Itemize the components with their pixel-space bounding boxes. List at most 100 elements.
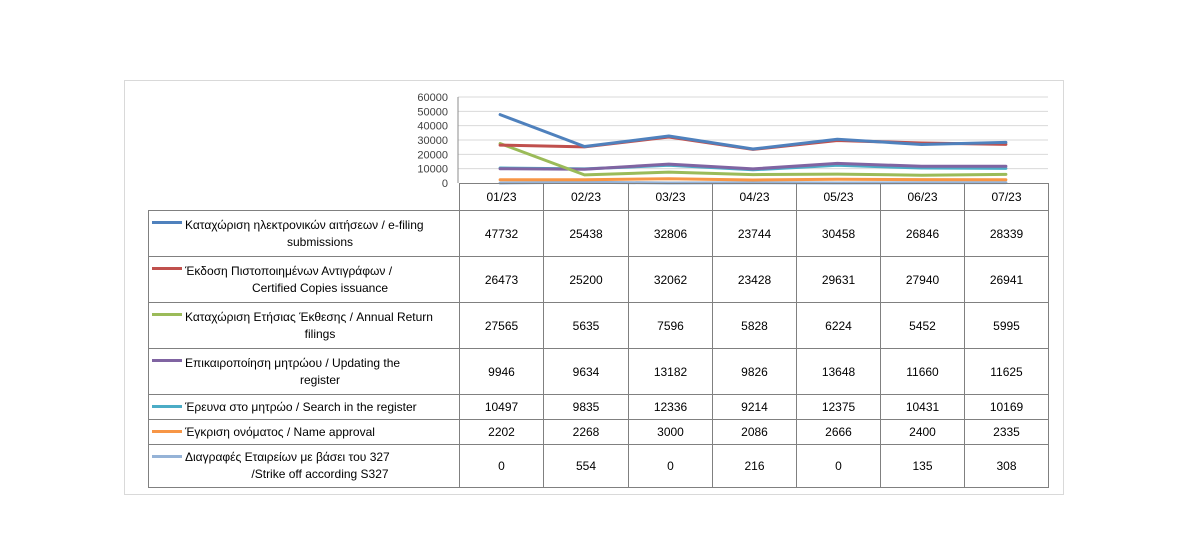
data-value-cell: 2666 bbox=[796, 419, 881, 445]
data-value-cell: 12336 bbox=[628, 394, 713, 420]
table-row: Έγκριση ονόματος / Name approval 2202 2268… bbox=[148, 419, 1049, 445]
series-name-line2: submissions bbox=[286, 234, 354, 249]
x-category-label: 05/23 bbox=[796, 183, 881, 211]
y-tick-label: 50000 bbox=[417, 106, 448, 118]
data-value-cell: 30458 bbox=[796, 210, 881, 257]
data-value-cell: 5995 bbox=[964, 302, 1049, 349]
y-tick-label: 40000 bbox=[417, 121, 448, 133]
x-category-label: 04/23 bbox=[712, 183, 797, 211]
data-value-cell: 7596 bbox=[628, 302, 713, 349]
legend-cell: Έρευνα στο μητρώο / Search in the regist… bbox=[148, 394, 460, 420]
x-category-label: 07/23 bbox=[964, 183, 1049, 211]
legend-cell: Διαγραφές Εταιρείων με βάσει του 327/Str… bbox=[148, 444, 460, 488]
data-value-cell: 135 bbox=[880, 444, 965, 488]
table-row: Επικαιροποίηση μητρώου / Updating the reg… bbox=[148, 348, 1049, 395]
data-value-cell: 10169 bbox=[964, 394, 1049, 420]
data-value-cell: 0 bbox=[628, 444, 713, 488]
data-value-cell: 32062 bbox=[628, 256, 713, 303]
x-category-label: 06/23 bbox=[880, 183, 965, 211]
series-name-line2: register bbox=[299, 372, 340, 387]
data-value-cell: 5452 bbox=[880, 302, 965, 349]
data-value-cell: 11660 bbox=[880, 348, 965, 395]
table-row: Καταχώριση Ετήσιας Έκθεσης / Annual Retu… bbox=[148, 302, 1049, 349]
series-name-line1: Έκδοση Πιστοποιημένων Αντιγράφων / bbox=[185, 263, 393, 278]
legend-cell: Καταχώριση ηλεκτρονικών αιτήσεων / e-fil… bbox=[148, 210, 460, 257]
series-line-4 bbox=[498, 161, 1008, 171]
table-row: Έκδοση Πιστοποιημένων Αντιγράφων / Certif… bbox=[148, 256, 1049, 303]
legend-cell: Επικαιροποίηση μητρώου / Updating the reg… bbox=[148, 348, 460, 395]
data-value-cell: 12375 bbox=[796, 394, 881, 420]
data-value-cell: 0 bbox=[796, 444, 881, 488]
data-value-cell: 2400 bbox=[880, 419, 965, 445]
table-row: Διαγραφές Εταιρείων με βάσει του 327/Str… bbox=[148, 444, 1049, 488]
data-value-cell: 27940 bbox=[880, 256, 965, 303]
series-name-line2: Certified Copies issuance bbox=[251, 280, 389, 295]
legend-key bbox=[152, 221, 182, 224]
data-value-cell: 216 bbox=[712, 444, 797, 488]
series-name-line1: Καταχώριση ηλεκτρονικών αιτήσεων / e-fil… bbox=[185, 217, 424, 232]
table-corner bbox=[148, 183, 460, 211]
data-value-cell: 2086 bbox=[712, 419, 797, 445]
data-value-cell: 2202 bbox=[459, 419, 544, 445]
data-value-cell: 0 bbox=[459, 444, 544, 488]
legend-cell: Έκδοση Πιστοποιημένων Αντιγράφων / Certif… bbox=[148, 256, 460, 303]
series-name-line2: filings bbox=[304, 326, 336, 341]
series-lines bbox=[498, 113, 1008, 185]
data-value-cell: 23744 bbox=[712, 210, 797, 257]
data-value-cell: 25200 bbox=[543, 256, 629, 303]
table-row: Καταχώριση ηλεκτρονικών αιτήσεων / e-fil… bbox=[148, 210, 1049, 257]
data-value-cell: 11625 bbox=[964, 348, 1049, 395]
data-value-cell: 9214 bbox=[712, 394, 797, 420]
y-tick-label: 10000 bbox=[417, 164, 448, 176]
data-value-cell: 26941 bbox=[964, 256, 1049, 303]
y-tick-label: 30000 bbox=[417, 135, 448, 147]
data-value-cell: 32806 bbox=[628, 210, 713, 257]
x-category-label: 03/23 bbox=[628, 183, 713, 211]
legend-key bbox=[152, 430, 182, 433]
data-value-cell: 2335 bbox=[964, 419, 1049, 445]
data-value-cell: 13182 bbox=[628, 348, 713, 395]
data-value-cell: 9826 bbox=[712, 348, 797, 395]
data-value-cell: 5635 bbox=[543, 302, 629, 349]
legend-cell: Καταχώριση Ετήσιας Έκθεσης / Annual Retu… bbox=[148, 302, 460, 349]
legend-key bbox=[152, 455, 182, 458]
data-value-cell: 26846 bbox=[880, 210, 965, 257]
data-value-cell: 3000 bbox=[628, 419, 713, 445]
data-value-cell: 2268 bbox=[543, 419, 629, 445]
data-value-cell: 26473 bbox=[459, 256, 544, 303]
data-value-cell: 10431 bbox=[880, 394, 965, 420]
y-tick-label: 20000 bbox=[417, 149, 448, 161]
data-value-cell: 10497 bbox=[459, 394, 544, 420]
series-line-3 bbox=[498, 142, 1008, 177]
series-name-line1: Έρευνα στο μητρώο / Search in the regist… bbox=[185, 399, 417, 414]
data-value-cell: 9946 bbox=[459, 348, 544, 395]
data-value-cell: 308 bbox=[964, 444, 1049, 488]
series-line-7 bbox=[498, 180, 1008, 185]
x-category-label: 02/23 bbox=[543, 183, 629, 211]
series-name-line1: Έγκριση ονόματος / Name approval bbox=[185, 424, 375, 439]
series-name-line2: /Strike off according S327 bbox=[251, 467, 389, 481]
data-value-cell: 25438 bbox=[543, 210, 629, 257]
legend-key bbox=[152, 267, 182, 270]
legend-key bbox=[152, 359, 182, 362]
table-header-row: 01/23 02/23 03/23 04/23 05/23 06/23 07/23 bbox=[148, 183, 1049, 211]
legend-key bbox=[152, 313, 182, 316]
data-value-cell: 13648 bbox=[796, 348, 881, 395]
data-value-cell: 554 bbox=[543, 444, 629, 488]
series-name-line1: Επικαιροποίηση μητρώου / Updating the bbox=[185, 355, 401, 370]
data-value-cell: 6224 bbox=[796, 302, 881, 349]
data-table: 01/23 02/23 03/23 04/23 05/23 06/23 07/23 Καταχ… bbox=[148, 183, 1049, 488]
data-value-cell: 9634 bbox=[543, 348, 629, 395]
data-value-cell: 9835 bbox=[543, 394, 629, 420]
legend-cell: Έγκριση ονόματος / Name approval bbox=[148, 419, 460, 445]
data-value-cell: 5828 bbox=[712, 302, 797, 349]
data-value-cell: 27565 bbox=[459, 302, 544, 349]
x-category-label: 01/23 bbox=[459, 183, 544, 211]
series-line-6 bbox=[498, 177, 1008, 182]
data-value-cell: 29631 bbox=[796, 256, 881, 303]
legend-key bbox=[152, 405, 182, 408]
data-value-cell: 28339 bbox=[964, 210, 1049, 257]
series-line-1 bbox=[498, 113, 1008, 151]
